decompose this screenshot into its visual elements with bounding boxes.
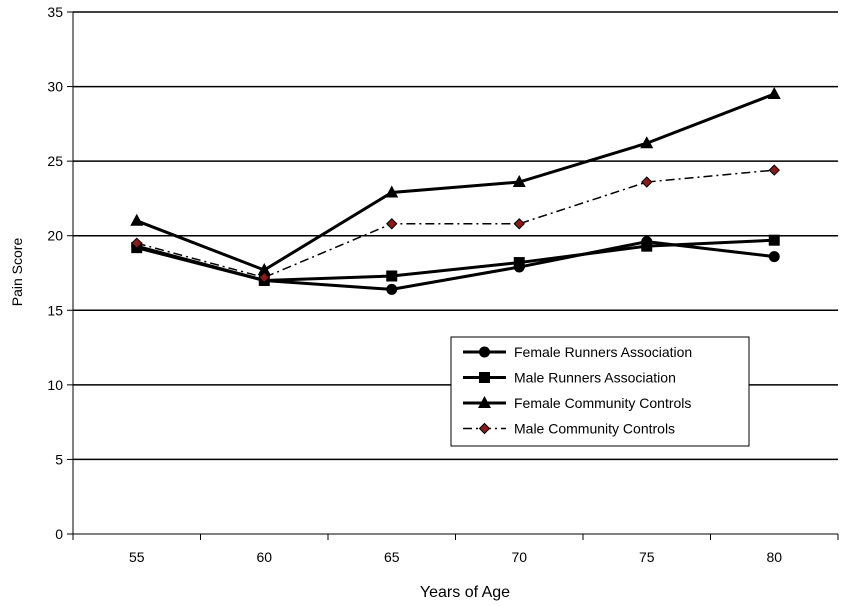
x-tick-label: 60	[256, 549, 272, 565]
data-point	[131, 237, 143, 249]
y-tick-label: 25	[47, 153, 63, 169]
data-point	[768, 251, 780, 263]
y-tick-label: 10	[47, 377, 63, 393]
y-tick-label: 20	[47, 228, 63, 244]
data-point	[641, 240, 653, 252]
legend-label: Female Community Controls	[514, 395, 691, 411]
x-tick-label: 80	[766, 549, 782, 565]
data-point	[640, 136, 654, 149]
legend-label: Male Runners Association	[514, 370, 676, 386]
series-line	[136, 169, 775, 279]
gridlines	[73, 11, 838, 461]
y-axis-ticks: 0 5 10 15 20 25 30 35	[47, 4, 73, 542]
legend-label: Female Runners Association	[514, 344, 692, 360]
data-point	[768, 234, 780, 246]
series-group	[130, 87, 781, 295]
legend-marker	[478, 396, 491, 408]
axes	[72, 12, 838, 535]
y-tick-label: 15	[47, 302, 63, 318]
y-tick-label: 0	[55, 526, 63, 542]
data-point	[641, 176, 653, 188]
x-tick-label: 55	[129, 549, 145, 565]
data-point	[768, 164, 780, 176]
series-line	[136, 92, 775, 272]
data-point	[513, 218, 525, 230]
legend-marker	[478, 422, 491, 435]
data-point	[386, 218, 398, 230]
legend-marker	[479, 346, 490, 358]
x-tick-label: 65	[384, 549, 400, 565]
data-point	[386, 283, 398, 295]
x-axis-title: Years of Age	[420, 584, 510, 601]
y-axis-title: Pain Score	[9, 238, 25, 307]
data-point	[257, 263, 271, 276]
series-line	[136, 240, 775, 291]
data-point	[385, 185, 399, 198]
legend-label: Male Community Controls	[514, 421, 675, 437]
series-line	[136, 238, 775, 282]
x-tick-label: 70	[511, 549, 527, 565]
x-axis-ticks: 55 60 65 70 75 80	[72, 534, 839, 565]
legend: Female Runners Association Male Runners A…	[450, 336, 750, 447]
series-3	[131, 164, 780, 284]
data-point	[258, 271, 270, 284]
data-point	[512, 175, 526, 188]
legend-box	[450, 336, 750, 447]
data-point	[386, 270, 398, 282]
y-tick-label: 5	[55, 451, 63, 467]
data-point	[767, 87, 781, 100]
y-tick-label: 35	[47, 4, 63, 20]
data-point	[513, 257, 525, 269]
legend-marker	[479, 372, 490, 383]
x-tick-label: 75	[639, 549, 655, 565]
y-tick-label: 30	[47, 79, 63, 95]
data-point	[130, 213, 144, 226]
series-2	[130, 87, 781, 276]
